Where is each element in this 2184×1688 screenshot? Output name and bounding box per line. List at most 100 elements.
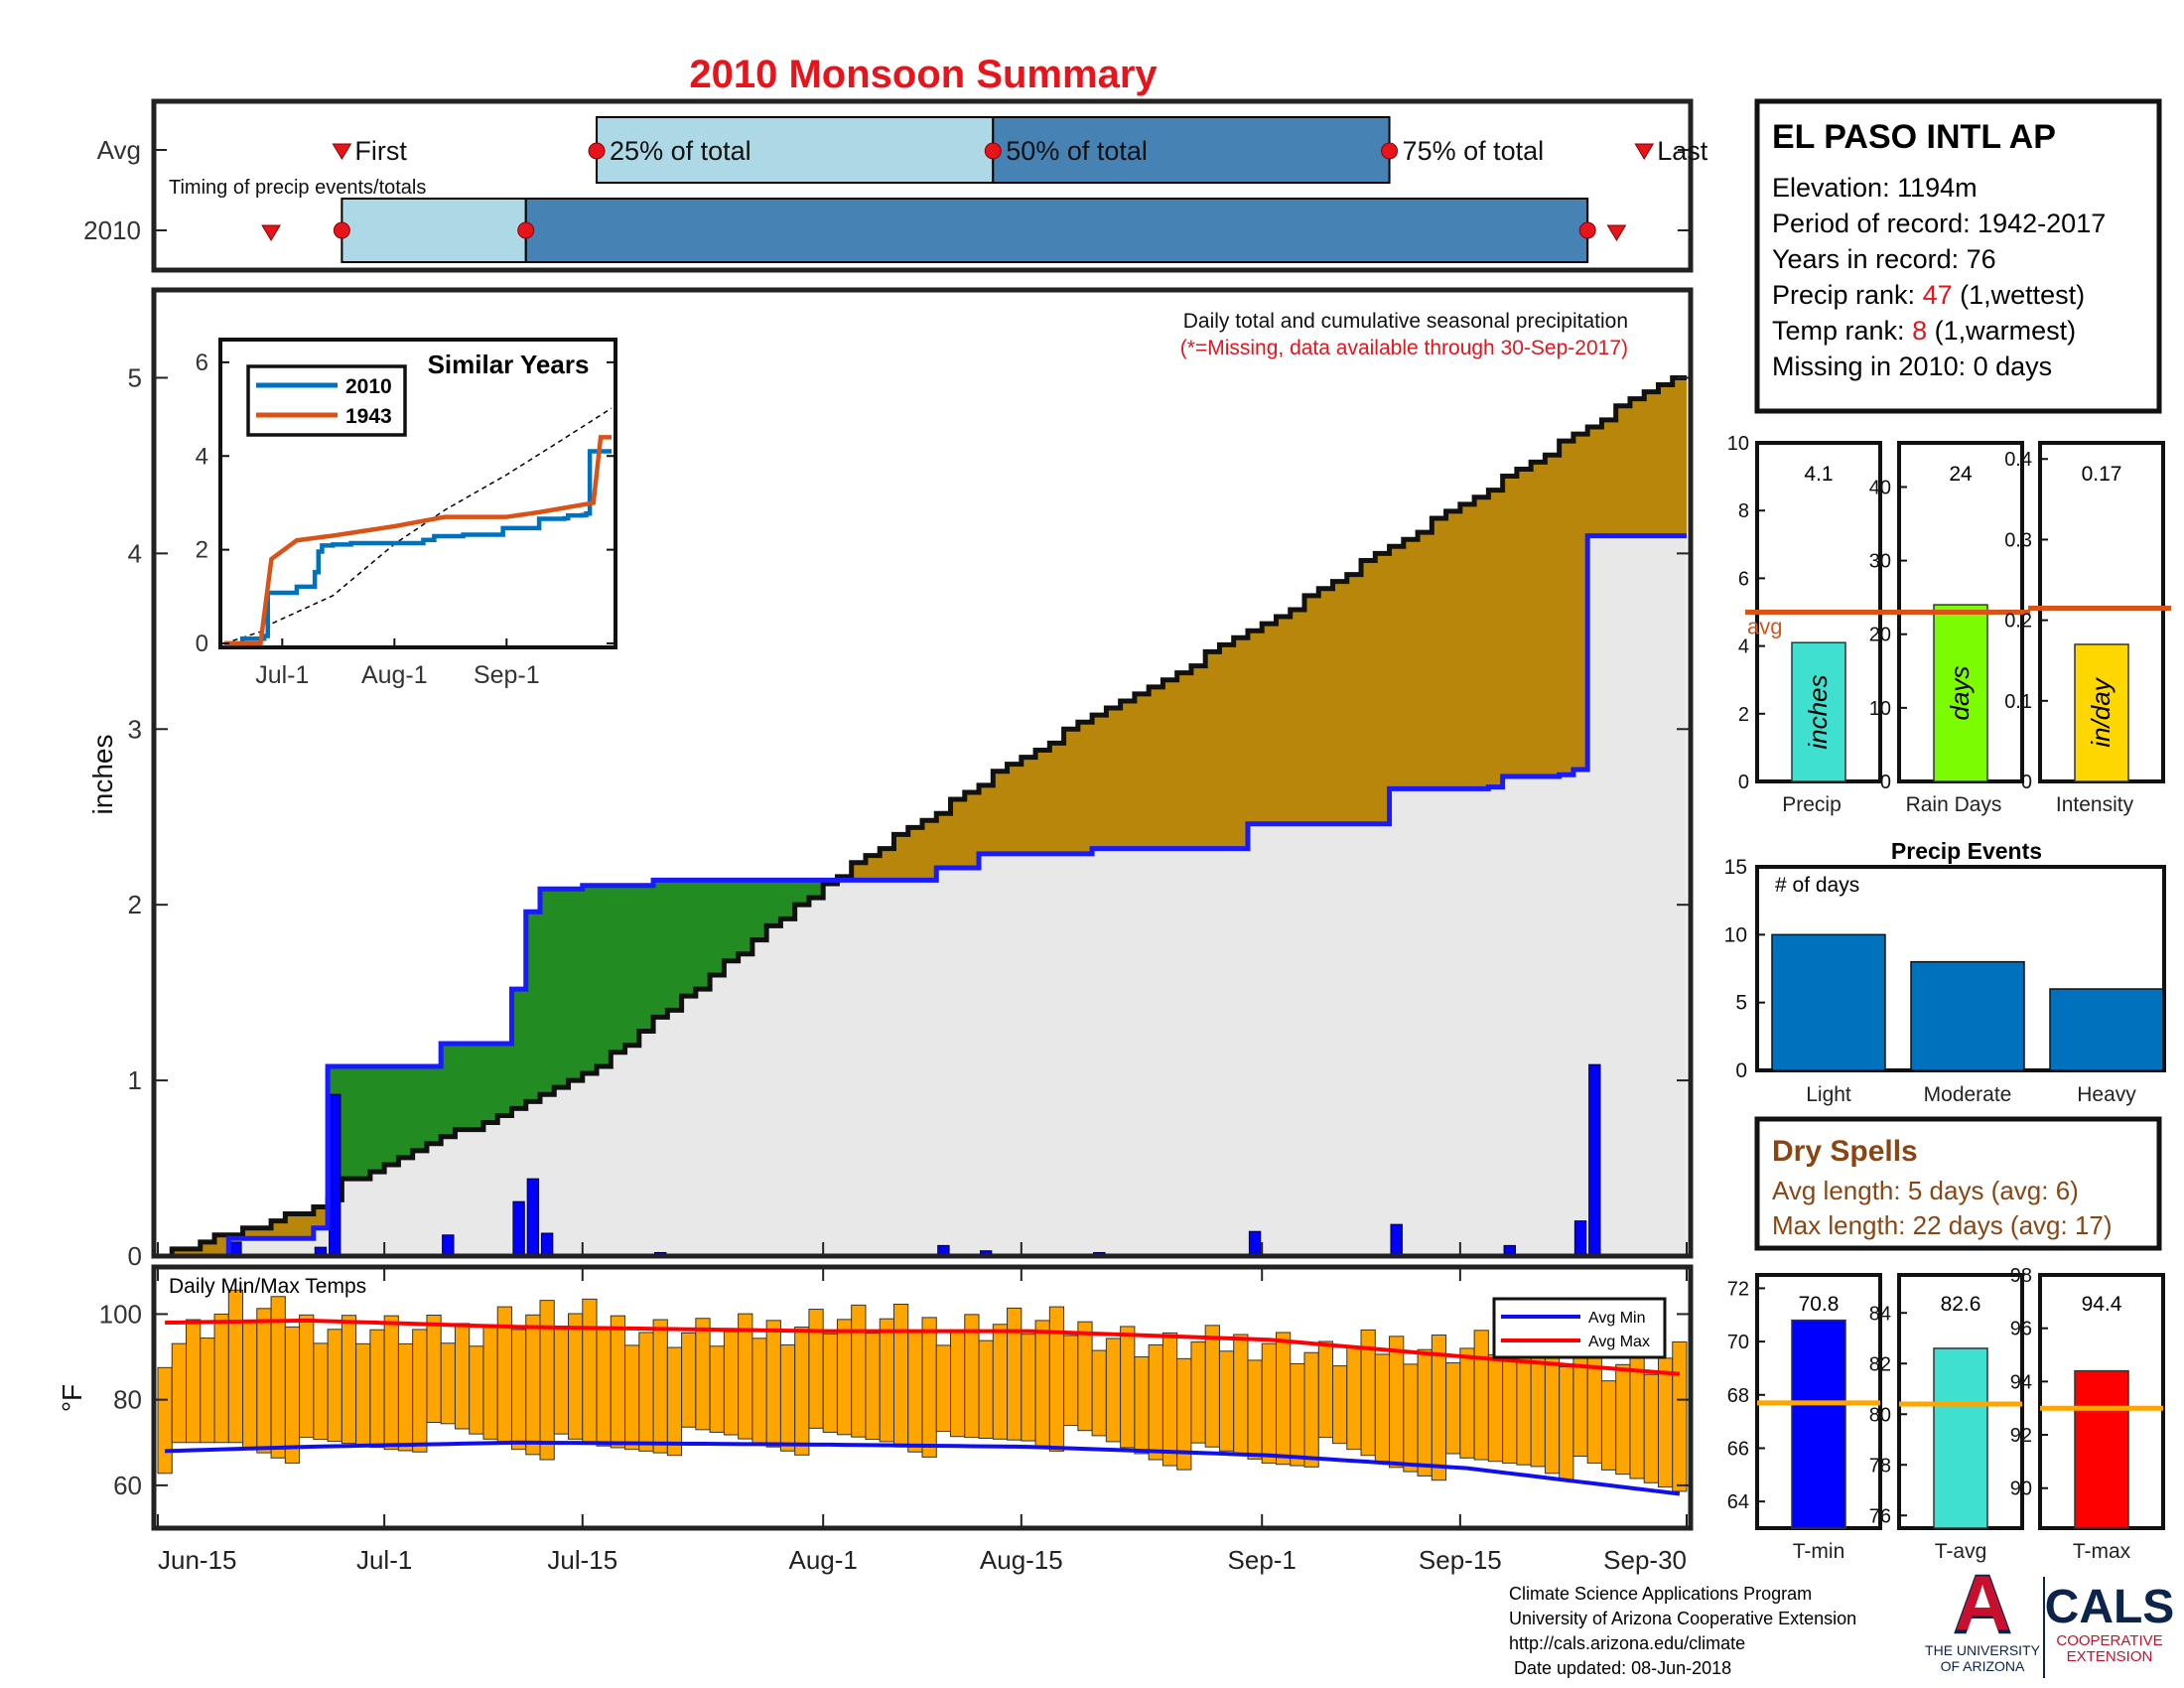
daily-temp-bar (992, 1324, 1009, 1440)
x-tick-label: Sep-1 (1228, 1545, 1297, 1575)
precip-events-tick-label: 0 (1735, 1059, 1747, 1082)
daily-precip-bar (1573, 1220, 1587, 1257)
temp-rank-suffix: (1,warmest) (1927, 316, 2076, 346)
daily-temp-range-bars (157, 1289, 1688, 1492)
stat-tick-label: 0 (1880, 772, 1891, 793)
daily-temp-bar (1063, 1335, 1079, 1427)
daily-precip-bar (1248, 1230, 1262, 1257)
x-tick-label: Sep-15 (1419, 1545, 1502, 1575)
x-tick-label: Aug-15 (980, 1545, 1063, 1575)
stat-tick-label: 0.2 (2004, 611, 2032, 633)
stat-intensity: 0.17 in/day 0 0.1 0.2 0.3 0.4 Intensity (2004, 441, 2171, 816)
daily-temp-bar (695, 1318, 711, 1431)
daily-temp-bar (638, 1332, 654, 1452)
daily-temp-bar (1643, 1373, 1659, 1483)
station-box-frame (1754, 98, 2162, 414)
y-tick-label: 2 (128, 890, 142, 919)
footer-credits: Climate Science Applications Program Uni… (1509, 1584, 1856, 1678)
temp-rank: Temp rank: 8 (1,warmest) (1772, 316, 2076, 346)
daily-temp-bar (454, 1323, 471, 1430)
daily-temp-bar (935, 1344, 952, 1433)
precip-rank: Precip rank: 47 (1,wettest) (1772, 280, 2085, 310)
daily-temp-bar (1672, 1340, 1688, 1492)
temp-stat-label: T-min (1793, 1540, 1845, 1563)
precip-events-bars: Light Moderate Heavy (1771, 933, 2164, 1106)
temp-panel-frame (151, 1264, 1694, 1531)
daily-temp-bar (383, 1315, 399, 1451)
temp-legend-min: Avg Min (1588, 1310, 1646, 1327)
seasonal-bar-stats: avg4.1inches0246810Precip24days010203040… (1727, 433, 2171, 816)
percentile-50-marker (984, 142, 1002, 160)
main-y-axis: 0 1 2 3 4 5 (128, 362, 1691, 1271)
daily-temp-bar (1105, 1337, 1122, 1443)
temp-stat-tick-label: 70 (1727, 1332, 1749, 1353)
daily-temp-bar (1445, 1362, 1461, 1455)
stat-tick-label: 4 (1738, 636, 1749, 658)
cumulative-2010-line (158, 533, 1687, 1259)
timing-avg-light-box (596, 116, 995, 184)
last-event-marker-2010 (1606, 224, 1627, 241)
daily-temp-bar (892, 1304, 909, 1448)
stat-tick-label: 10 (1727, 433, 1749, 455)
cals-wordmark: CALS (2045, 1581, 2175, 1633)
daily-temp-bar (299, 1314, 315, 1439)
temperature-panel: 60 80 100 Daily Min/Max Temps °F Avg Min A… (57, 1264, 1694, 1531)
stat-label: Rain Days (1906, 793, 2002, 816)
temp-stat-tick-label: 66 (1727, 1438, 1749, 1460)
daily-temp-bar (1021, 1334, 1036, 1442)
daily-temp-bar (1275, 1332, 1292, 1466)
daily-precip-bar (1390, 1223, 1403, 1257)
daily-temp-bar (242, 1320, 258, 1449)
figure-title: 2010 Monsoon Summary (689, 53, 1158, 96)
daily-temp-bar (709, 1345, 725, 1433)
percentile-25-marker (588, 142, 606, 160)
dry-spells-max: Max length: 22 days (avg: 17) (1772, 1210, 2113, 1240)
date-axis: Jun-15 Jul-1 Jul-15 Aug-1 Aug-15 Sep-1 Sep-15 S… (157, 1242, 1688, 1575)
daily-temp-bar (412, 1329, 428, 1453)
temp-legend-box (1492, 1297, 1667, 1359)
station-name: EL PASO INTL AP (1772, 118, 2056, 156)
stat-tick-label: 30 (1869, 551, 1891, 573)
daily-temp-bar (1204, 1325, 1220, 1448)
daily-temp-bar (681, 1332, 697, 1428)
temp-stat-tick-label: 64 (1727, 1491, 1749, 1513)
stat-tick-label: 6 (1738, 568, 1749, 590)
inset-axes: 0 2 4 6 Jul-1 Aug-1 Sep-1 (196, 350, 615, 689)
stat-tick-label: 0.4 (2004, 449, 2032, 471)
stat-label: Precip (1782, 793, 1842, 816)
temp-rank-prefix: Temp rank: (1772, 316, 1912, 346)
daily-temp-bar (1389, 1336, 1405, 1469)
inset-x-tick-label: Sep-1 (474, 661, 540, 689)
temp-stat-value: 94.4 (2082, 1293, 2122, 1316)
daily-temp-bar (950, 1330, 966, 1438)
temp-stat-bar (1791, 1319, 1846, 1529)
precip-event-bar (2049, 988, 2164, 1071)
daily-temp-bar (1091, 1349, 1107, 1437)
stat-unit: inches (1803, 675, 1833, 750)
daily-temp-bar (1332, 1365, 1348, 1445)
main-panel-frame (151, 287, 1694, 1259)
station-elevation: Elevation: 1194m (1772, 173, 1978, 203)
cals-logo: CALS COOPERATIVE EXTENSION (2045, 1581, 2175, 1665)
dry-spells-frame (1754, 1116, 2162, 1251)
inset-legend-box (246, 364, 407, 437)
daily-temp-bar (539, 1300, 555, 1461)
percentile-25-label: 25% of total (610, 136, 751, 166)
daily-temp-bar (256, 1308, 272, 1454)
inset-title: Similar Years (428, 350, 590, 379)
temp-stat-bar (2074, 1369, 2129, 1529)
stat-tick-label: 2 (1738, 704, 1749, 726)
daily-temp-bar (1459, 1347, 1475, 1459)
precip-events-tick-label: 5 (1735, 992, 1747, 1015)
dry-spells-avg: Avg length: 5 days (avg: 6) (1772, 1176, 2079, 1205)
last-event-marker (1634, 143, 1655, 160)
footer-url: http://cals.arizona.edu/climate (1509, 1633, 1745, 1653)
average-cumulative-line (158, 374, 1687, 1259)
daily-temp-bar (1148, 1343, 1163, 1461)
daily-precip-bar (526, 1178, 540, 1257)
ua-wordmark-line1: THE UNIVERSITY (1925, 1642, 2041, 1658)
daily-temp-bar (1417, 1348, 1433, 1477)
station-info-box: EL PASO INTL AP Elevation: 1194m Period … (1754, 98, 2162, 414)
inset-average-line (223, 407, 613, 644)
daily-temp-bar (1290, 1362, 1305, 1467)
